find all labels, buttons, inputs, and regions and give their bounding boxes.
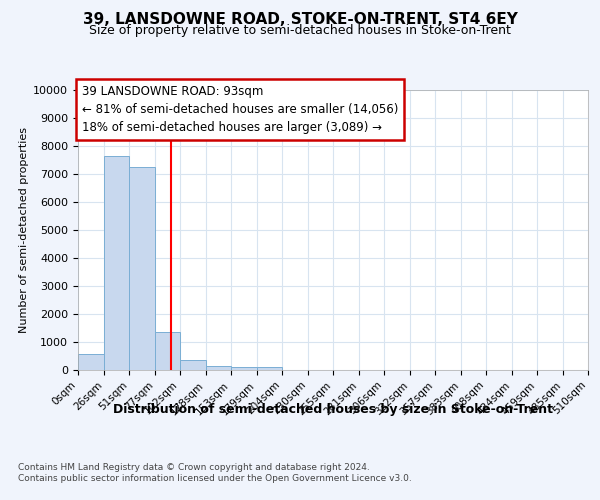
Bar — [231, 367, 257, 370]
Text: 39 LANSDOWNE ROAD: 93sqm
← 81% of semi-detached houses are smaller (14,056)
18% : 39 LANSDOWNE ROAD: 93sqm ← 81% of semi-d… — [82, 85, 398, 134]
Bar — [104, 156, 129, 370]
Bar — [78, 354, 104, 370]
Text: 39, LANSDOWNE ROAD, STOKE-ON-TRENT, ST4 6EY: 39, LANSDOWNE ROAD, STOKE-ON-TRENT, ST4 … — [83, 12, 517, 28]
Text: Contains HM Land Registry data © Crown copyright and database right 2024.: Contains HM Land Registry data © Crown c… — [18, 462, 370, 471]
Text: Contains public sector information licensed under the Open Government Licence v3: Contains public sector information licen… — [18, 474, 412, 483]
Bar — [257, 367, 282, 370]
Bar — [129, 167, 155, 370]
Text: Size of property relative to semi-detached houses in Stoke-on-Trent: Size of property relative to semi-detach… — [89, 24, 511, 37]
Bar — [155, 332, 180, 370]
Text: Distribution of semi-detached houses by size in Stoke-on-Trent: Distribution of semi-detached houses by … — [113, 402, 553, 415]
Bar — [180, 360, 206, 370]
Y-axis label: Number of semi-detached properties: Number of semi-detached properties — [19, 127, 29, 333]
Bar — [206, 366, 231, 370]
